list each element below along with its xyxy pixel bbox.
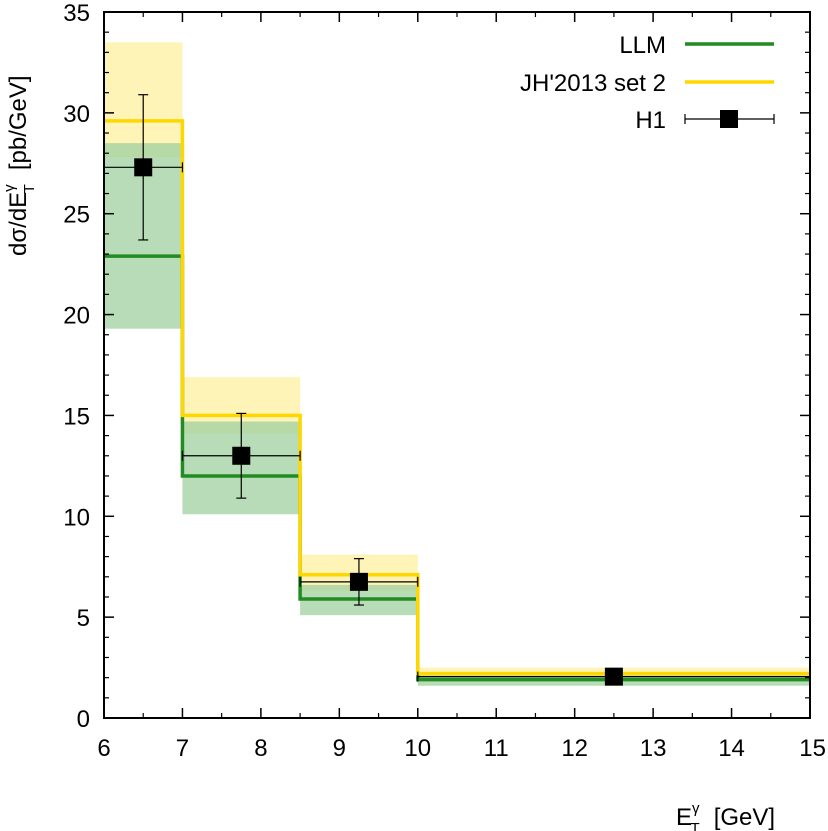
y-tick-label-2: 10 (63, 504, 90, 531)
data-points (103, 94, 811, 686)
x-tick-label-6: 12 (561, 735, 588, 762)
legend-label-0: LLM (619, 32, 666, 59)
x-tick-label-7: 13 (640, 735, 667, 762)
y-tick-label-7: 35 (63, 0, 90, 27)
h1-point-1 (232, 446, 251, 465)
legend-label-2: H1 (635, 107, 666, 134)
x-tick-label-0: 6 (97, 735, 110, 762)
legend-marker-2 (720, 110, 738, 128)
x-tick-label-2: 8 (254, 735, 267, 762)
y-tick-label-6: 30 (63, 101, 90, 128)
x-axis-label: Eγ T [GeV] (676, 800, 775, 831)
legend: LLM JH'2013 set 2 H1 (520, 32, 775, 134)
axis-ticks (103, 11, 811, 719)
y-tick-label-4: 20 (63, 303, 90, 330)
x-tick-label-1: 7 (176, 735, 189, 762)
y-tick-label-3: 15 (63, 403, 90, 430)
y-tick-label-0: 0 (77, 706, 90, 733)
h1-point-3 (604, 667, 623, 686)
x-tick-label-3: 9 (333, 735, 346, 762)
legend-label-1: JH'2013 set 2 (520, 70, 666, 97)
x-tick-label-4: 10 (404, 735, 431, 762)
tick-labels: 6 7 8 9 10 11 12 13 14 15 0 5 10 15 20 25 30 35 (63, 0, 826, 762)
plot-frame (103, 11, 811, 719)
y-tick-label-1: 5 (77, 605, 90, 632)
x-tick-label-9: 15 (799, 735, 826, 762)
x-tick-label-8: 14 (718, 735, 745, 762)
uncertainty-bands (104, 42, 810, 686)
h1-point-0 (134, 158, 153, 177)
h1-point-2 (349, 572, 368, 591)
y-axis-label: dσ/dEγ T[pb/GeV] (1, 75, 38, 256)
x-tick-label-5: 11 (484, 735, 509, 762)
y-tick-label-5: 25 (63, 202, 90, 229)
